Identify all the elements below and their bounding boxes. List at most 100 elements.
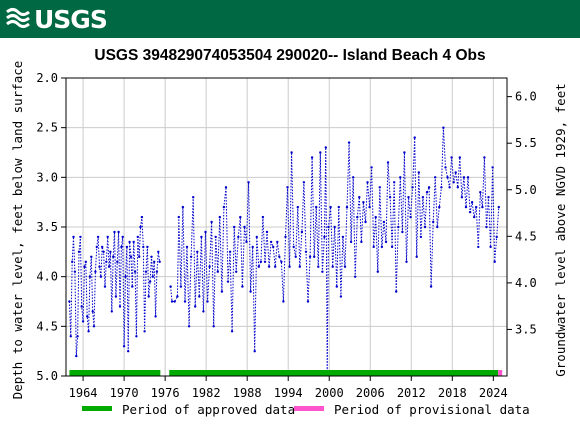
data-point xyxy=(235,270,238,273)
data-point xyxy=(218,215,221,219)
data-point xyxy=(179,285,183,288)
data-point xyxy=(228,250,232,253)
data-point xyxy=(79,235,82,239)
data-point xyxy=(341,235,345,239)
data-point xyxy=(106,235,109,239)
data-point xyxy=(247,181,250,184)
data-point xyxy=(192,196,195,199)
data-point xyxy=(419,235,423,239)
data-point xyxy=(200,235,203,239)
y-tick-label: 4.5 xyxy=(36,319,58,333)
y2-tick-label: 3.5 xyxy=(515,322,537,336)
data-point xyxy=(438,205,441,209)
data-point xyxy=(222,205,226,209)
data-point xyxy=(147,295,150,298)
data-point xyxy=(493,260,496,263)
data-point xyxy=(473,215,476,219)
data-point xyxy=(337,205,340,209)
y-tick-label: 5.0 xyxy=(36,369,58,383)
data-point xyxy=(265,230,269,234)
y-tick-label: 3.5 xyxy=(36,220,58,234)
data-point xyxy=(241,285,244,288)
usgs-logo-text: USGS xyxy=(34,4,108,34)
data-point xyxy=(224,186,228,189)
data-point xyxy=(194,305,197,308)
data-point xyxy=(423,225,427,229)
data-point xyxy=(157,250,160,253)
data-point xyxy=(226,280,230,283)
data-point xyxy=(255,235,258,239)
data-point xyxy=(105,260,108,263)
legend-swatch xyxy=(82,406,112,411)
data-point xyxy=(102,250,105,253)
data-point xyxy=(220,290,224,293)
x-tick-label: 1994 xyxy=(274,386,303,400)
data-point xyxy=(448,186,451,189)
data-point xyxy=(282,300,285,303)
data-point xyxy=(372,245,375,249)
data-point xyxy=(407,196,410,199)
data-point xyxy=(409,215,412,219)
data-point xyxy=(306,300,310,303)
x-tick-label: 1988 xyxy=(233,386,262,400)
data-point xyxy=(259,260,263,263)
y2-tick-label: 4.5 xyxy=(515,229,537,243)
data-point xyxy=(153,260,156,263)
data-point xyxy=(176,295,179,298)
data-point xyxy=(155,270,159,273)
data-point xyxy=(139,225,142,229)
data-point xyxy=(107,265,111,268)
data-point xyxy=(120,245,123,249)
y2-axis-label: Groundwater level above NGVD 1929, feet xyxy=(553,83,568,377)
data-point xyxy=(403,151,406,154)
usgs-logo[interactable]: USGS xyxy=(5,4,108,34)
data-point xyxy=(99,275,103,278)
data-point xyxy=(483,156,486,159)
data-point xyxy=(288,265,291,268)
data-point xyxy=(296,205,299,209)
data-point xyxy=(497,205,500,209)
data-point xyxy=(395,290,398,293)
data-point xyxy=(479,191,482,194)
data-point xyxy=(477,245,480,249)
data-point xyxy=(364,220,367,224)
data-series xyxy=(68,126,500,373)
data-point xyxy=(239,215,242,219)
y2-tick-label: 5.5 xyxy=(515,136,537,150)
data-point xyxy=(421,196,425,199)
data-point xyxy=(144,270,148,273)
data-point xyxy=(267,265,271,268)
data-point xyxy=(272,245,275,249)
data-point xyxy=(208,265,211,268)
data-point xyxy=(317,265,320,268)
data-point xyxy=(298,265,301,268)
data-point xyxy=(257,265,260,268)
data-point xyxy=(491,166,494,169)
data-point xyxy=(150,255,153,258)
data-point xyxy=(331,265,334,268)
data-point xyxy=(393,181,396,184)
data-point xyxy=(112,255,115,258)
data-point xyxy=(183,300,187,303)
data-point xyxy=(121,235,124,239)
data-point xyxy=(450,156,453,159)
data-point xyxy=(339,295,343,298)
data-point xyxy=(313,255,316,258)
data-point xyxy=(113,230,116,234)
data-point xyxy=(96,235,100,239)
legend-label: Period of provisional data xyxy=(334,402,530,417)
y-tick-label: 2.5 xyxy=(36,121,58,135)
data-point xyxy=(84,260,88,263)
data-point xyxy=(335,285,338,288)
data-point xyxy=(98,265,101,268)
data-point xyxy=(249,290,252,293)
data-point xyxy=(382,220,386,224)
data-point xyxy=(374,215,377,219)
data-point xyxy=(206,300,209,303)
data-point xyxy=(489,245,492,249)
data-point xyxy=(358,196,361,199)
data-point xyxy=(360,240,363,244)
data-point xyxy=(319,151,322,154)
data-point xyxy=(440,186,443,189)
y-tick-label: 2.0 xyxy=(36,71,58,85)
